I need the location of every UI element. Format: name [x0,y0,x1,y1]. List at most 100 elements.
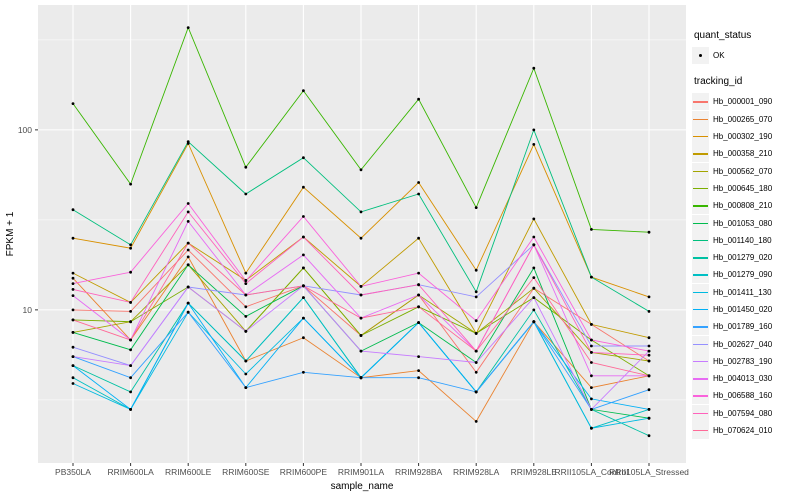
legend-item-label: Hb_000645_180 [713,183,773,193]
legend-item-label: Hb_001140_180 [713,235,772,245]
data-point [186,255,190,259]
legend-item-Hb_002627_040: Hb_002627_040 [692,335,800,353]
data-point [532,308,536,312]
data-point [417,293,420,297]
legend-item-label: Hb_000562_070 [713,166,773,176]
data-point [129,408,133,411]
series-line-icon [692,301,709,318]
data-point [417,283,420,287]
series-line-icon [692,128,709,146]
x-tick-label: RRIM600PE [280,467,328,477]
data-point [129,390,133,394]
data-point [129,364,133,367]
legend-item-label: Hb_000001_090 [713,97,773,107]
series-line-icon [692,335,709,353]
data-point [474,361,478,364]
data-point [129,270,133,274]
data-point [244,329,248,333]
legend-item-label: Hb_001053_080 [713,218,773,228]
x-tick-label: RRII105LA_Control [555,467,629,477]
series-line-icon [692,214,709,232]
series-line-icon [692,318,709,336]
plot-panel [38,5,686,463]
data-point [186,210,190,214]
data-point [244,271,248,275]
series-line-icon [692,422,709,440]
data-point [590,374,593,378]
data-point [647,295,651,299]
data-point [590,361,593,364]
series-line-icon [692,283,709,301]
data-point [532,320,536,324]
series-line-icon [692,249,709,267]
legend-item-Hb_001140_180: Hb_001140_180 [692,231,800,249]
series-line-icon [692,266,709,284]
data-point [244,293,248,297]
data-point [474,206,478,210]
x-tick-label: RRIM928LE [511,467,558,477]
legend-item-Hb_004013_030: Hb_004013_030 [692,370,800,388]
data-point [474,268,478,272]
data-point [590,344,593,348]
data-point [71,355,75,358]
data-point [359,349,363,353]
legend-section-tracking-id: tracking_id Hb_000001_090 Hb_000265_070 Hb… [692,76,800,440]
series-line-icon [692,387,709,405]
series-line-icon [692,197,709,215]
legend-item-label: Hb_001279_090 [713,270,773,280]
legend: quant_status OK tracking_id Hb_000001_09… [692,30,800,451]
data-point [474,370,478,374]
data-point [647,310,651,313]
data-point [244,282,248,285]
data-point [590,408,593,411]
x-tick-label: RRIM928LA [453,467,500,477]
data-point [302,215,305,218]
data-point [417,236,420,240]
data-point [647,416,651,420]
legend-item-Hb_000562_070: Hb_000562_070 [692,162,800,180]
data-point [302,266,305,270]
data-point [186,263,190,267]
legend-item-label: Hb_000265_070 [713,114,773,124]
data-point [129,246,133,250]
data-point [302,89,305,93]
legend-item-Hb_007594_080: Hb_007594_080 [692,404,800,422]
legend-item-Hb_000808_210: Hb_000808_210 [692,197,800,215]
legend-item-label: Hb_000358_210 [713,149,773,159]
series-line-icon [692,145,709,163]
x-tick-label: RRIM928BA [395,467,443,477]
data-point [532,66,536,70]
data-point [647,359,651,363]
data-point [129,320,133,324]
data-point [359,285,363,288]
data-point [647,353,651,357]
data-point [129,301,133,304]
data-point [474,349,478,353]
data-point [359,293,363,297]
data-point [186,310,190,314]
data-point [186,301,190,305]
data-point [532,276,536,279]
data-point [244,305,248,309]
data-point [71,318,75,322]
legend-item-label: Hb_006588_160 [713,391,773,401]
data-point [474,420,478,423]
data-point [647,374,651,378]
data-point [590,228,593,231]
data-point [417,376,420,380]
data-point [71,376,75,380]
data-point [532,128,536,132]
data-point [244,315,248,318]
x-tick-label: RRIM600LA [107,467,154,477]
data-point [71,236,75,240]
data-point [532,266,536,270]
data-point [129,376,133,380]
series-line-icon [692,93,709,111]
data-point [474,332,478,335]
data-point [302,235,305,239]
legend-item-label: Hb_004013_030 [713,374,773,384]
data-point [129,338,133,342]
data-point [71,282,75,285]
data-point [590,426,593,430]
data-point [71,271,75,275]
